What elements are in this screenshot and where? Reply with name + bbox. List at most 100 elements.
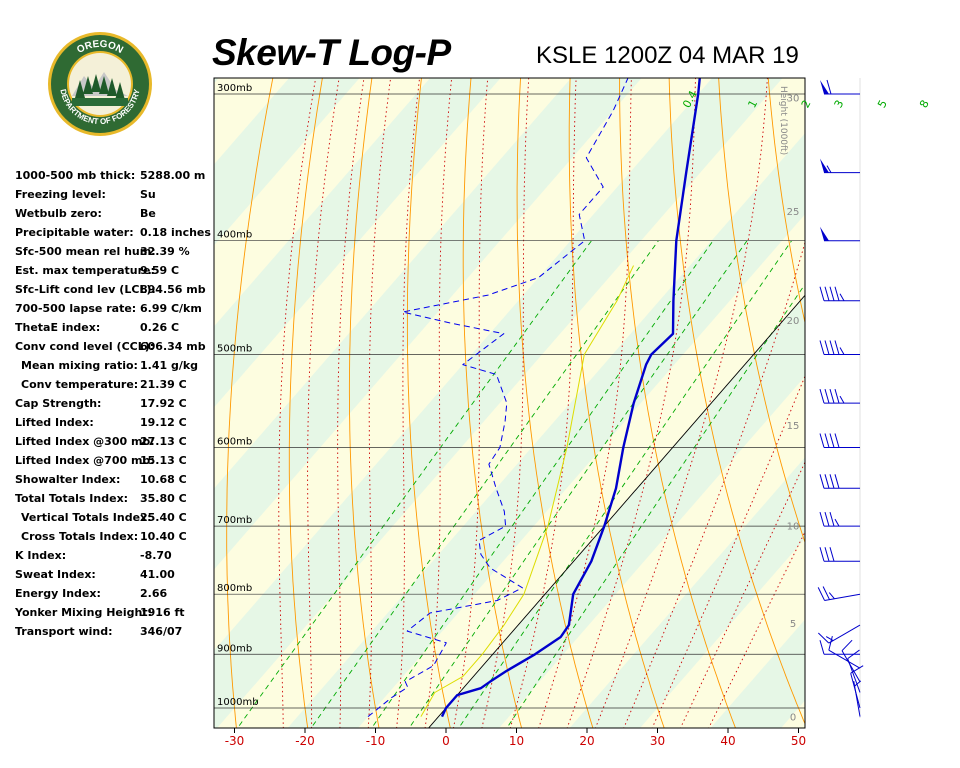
wind-barb	[817, 586, 861, 601]
pressure-label: 1000mb	[217, 697, 259, 708]
index-row: Showalter Index: 10.68 C	[15, 471, 215, 490]
index-label: Transport wind:	[15, 625, 113, 638]
dry-adiabat	[668, 78, 805, 725]
x-tick-label: 20	[579, 734, 594, 748]
mixing-ratio-label: 3	[832, 98, 847, 110]
wind-barb	[819, 547, 860, 562]
pressure-label: 900mb	[217, 643, 252, 654]
dewpoint-profile-line	[367, 78, 629, 717]
index-label: Mean mixing ratio:	[21, 359, 138, 372]
dry-adiabat	[806, 0, 960, 738]
dry-adiabat	[619, 78, 736, 728]
wind-barb	[820, 158, 860, 174]
index-row: Lifted Index: 19.12 C	[15, 414, 215, 433]
dry-adiabat	[348, 78, 380, 728]
x-tick-label: 30	[650, 734, 665, 748]
mixing-ratio-label: 8	[917, 98, 932, 110]
index-row: Conv cond level (CCL): 606.34 mb	[15, 338, 215, 357]
wind-barb	[818, 624, 861, 644]
wind-barb	[828, 635, 861, 669]
dry-adiabat	[406, 78, 451, 728]
height-tick-label: 25	[787, 207, 800, 218]
index-row: Transport wind: 346/07	[15, 623, 215, 642]
index-label: Total Totals Index:	[15, 492, 129, 505]
index-label: Vertical Totals Index:	[21, 511, 152, 524]
index-label: Sweat Index:	[15, 568, 96, 581]
index-value: 35.80 C	[140, 492, 187, 505]
index-value: Su	[140, 188, 156, 201]
wind-barb	[819, 340, 860, 355]
dry-adiabat	[462, 78, 523, 728]
index-label: Precipitable water:	[15, 226, 134, 239]
dry-adiabat	[516, 78, 594, 728]
tree-icon	[83, 76, 93, 94]
plot-frame	[213, 77, 806, 729]
index-value: 17.92 C	[140, 397, 187, 410]
mixing-ratio-label: 5	[875, 98, 890, 110]
height-tick-label: 5	[790, 619, 796, 630]
pressure-label: 700mb	[217, 515, 252, 526]
pressure-label: 800mb	[217, 583, 252, 594]
index-row: Est. max temperature: 9.59 C	[15, 262, 215, 281]
pressure-label: 400mb	[217, 230, 252, 241]
index-row: Conv temperature: 21.39 C	[15, 376, 215, 395]
zero-isotherm-line	[428, 294, 805, 728]
plot-area	[0, 0, 960, 738]
index-value: 15.13 C	[140, 454, 187, 467]
chart-title: Skew-T Log-P	[212, 32, 451, 73]
tree-icon	[107, 78, 117, 96]
tree-icon	[99, 76, 109, 94]
height-tick-label: 30	[787, 93, 800, 104]
height-tick-label: 15	[787, 421, 800, 432]
isotherm-band	[214, 78, 642, 570]
forest-ground	[72, 98, 128, 106]
wind-barb	[820, 79, 860, 95]
height-axis-title: Height (1000ft)	[778, 86, 788, 155]
index-label: Lifted Index:	[15, 416, 94, 429]
parcel-path-line	[420, 265, 634, 717]
tree-icon	[115, 82, 125, 100]
index-label: Lifted Index @300 mb:	[15, 435, 155, 448]
index-value: 27.13 C	[140, 435, 187, 448]
index-row: Yonker Mixing Height: 1916 ft	[15, 604, 215, 623]
index-label: K Index:	[15, 549, 67, 562]
index-row: Total Totals Index: 35.80 C	[15, 490, 215, 509]
dry-adiabat	[718, 78, 805, 544]
index-value: 6.99 C/km	[140, 302, 202, 315]
tree-icon	[91, 74, 101, 92]
dry-adiabat	[568, 78, 665, 728]
index-label: Cap Strength:	[15, 397, 102, 410]
index-label: Showalter Index:	[15, 473, 121, 486]
index-value: 21.39 C	[140, 378, 187, 391]
index-row: 700-500 lapse rate: 6.99 C/km	[15, 300, 215, 319]
dry-adiabat	[933, 0, 960, 738]
pressure-label: 500mb	[217, 343, 252, 354]
index-label: Conv temperature:	[21, 378, 139, 391]
pressure-label: 600mb	[217, 436, 252, 447]
index-label: Est. max temperature:	[15, 264, 155, 277]
wind-barb	[819, 433, 860, 448]
x-tick-label: -10	[366, 734, 386, 748]
index-row: Freezing level: Su	[15, 186, 215, 205]
index-label: ThetaE index:	[15, 321, 101, 334]
wind-barb	[819, 286, 860, 302]
logo-top-text: OREGON	[75, 39, 125, 56]
isotherm-band	[569, 457, 805, 728]
wind-barb	[841, 639, 861, 683]
index-value: 2.66	[140, 587, 168, 600]
index-value: 32.39 %	[140, 245, 190, 258]
isotherm-band	[0, 73, 82, 733]
station-time-label: KSLE 1200Z 04 MAR 19	[536, 42, 799, 69]
index-value: 1.41 g/kg	[140, 359, 199, 372]
x-tick-label: 50	[791, 734, 806, 748]
temperature-profile-line	[440, 78, 701, 718]
x-tick-label: -20	[295, 734, 315, 748]
index-row: Wetbulb zero: Be	[15, 205, 215, 224]
height-tick-label: 20	[787, 316, 800, 327]
isotherm-band	[214, 78, 360, 246]
index-value: 1916 ft	[140, 606, 185, 619]
mixing-ratio-line	[458, 240, 792, 728]
index-value: Be	[140, 207, 156, 220]
tree-icon	[75, 80, 85, 98]
